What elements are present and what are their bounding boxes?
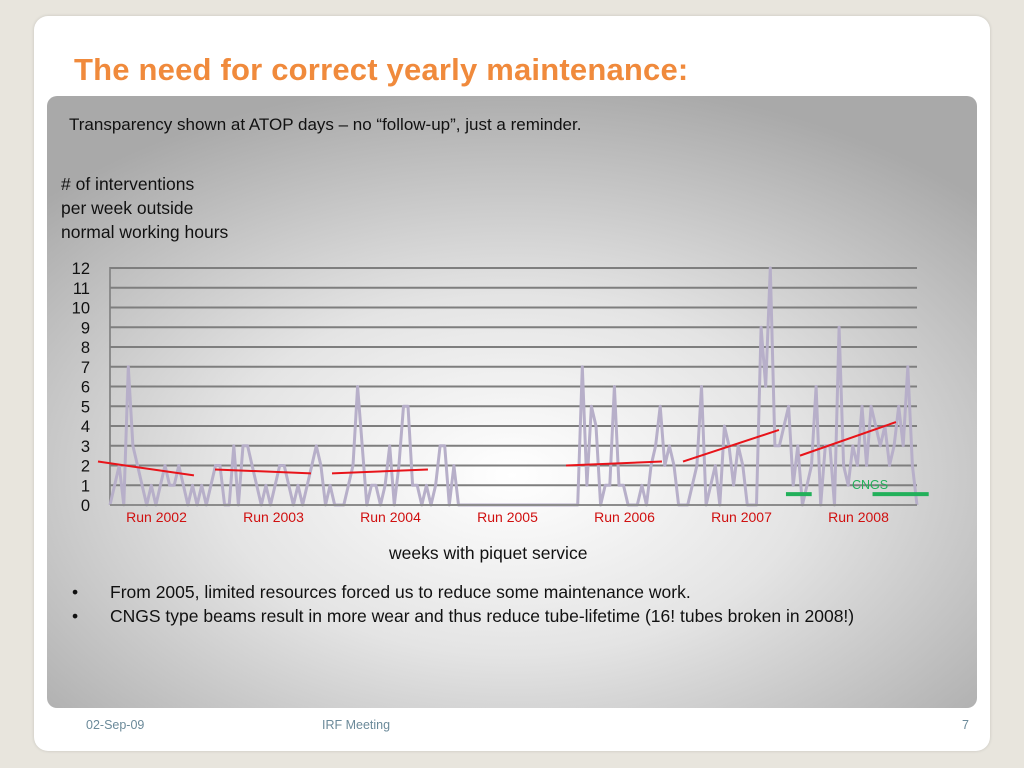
y-tick-label: 2 xyxy=(81,458,90,476)
trend-line xyxy=(97,460,195,477)
y-tick-label: 1 xyxy=(81,477,90,495)
x-tick-label-run: Run 2007 xyxy=(711,509,772,525)
x-tick-label-run: Run 2004 xyxy=(360,509,421,525)
trend-line xyxy=(331,468,428,475)
y-tick-label: 12 xyxy=(72,260,90,278)
footer-page-number: 7 xyxy=(962,718,969,732)
y-tick-label: 10 xyxy=(72,300,90,318)
bullet-dot: • xyxy=(72,605,79,626)
subtitle: Transparency shown at ATOP days – no “fo… xyxy=(69,115,582,134)
bullet-text: From 2005, limited resources forced us t… xyxy=(110,582,691,602)
y-tick-label: 8 xyxy=(81,339,90,357)
y-tick-label: 7 xyxy=(81,359,90,377)
bullet-item: • CNGS type beams result in more wear and… xyxy=(70,605,930,629)
y-tick-label: 0 xyxy=(81,497,90,515)
x-tick-label-run: Run 2003 xyxy=(243,509,304,525)
y-axis-label-line-1: # of interventions xyxy=(61,174,195,194)
y-tick-label: 4 xyxy=(81,418,90,436)
page-title: The need for correct yearly maintenance: xyxy=(74,52,689,87)
bullet-item: • From 2005, limited resources forced us … xyxy=(70,581,930,605)
y-axis-label: # of interventions per week outside norm… xyxy=(61,172,228,244)
y-axis-label-line-3: normal working hours xyxy=(61,222,229,242)
cngs-annotation: CNGS xyxy=(852,478,888,492)
x-axis-label: weeks with piquet service xyxy=(389,543,588,563)
trend-line xyxy=(682,429,780,463)
y-tick-label: 6 xyxy=(81,379,90,397)
trend-line xyxy=(565,460,662,467)
trend-line xyxy=(799,421,897,457)
y-axis-label-line-2: per week outside xyxy=(61,198,194,218)
content-panel xyxy=(47,96,977,708)
bullet-dot: • xyxy=(72,582,79,602)
y-tick-label: 9 xyxy=(81,319,90,337)
bullet-list: • From 2005, limited resources forced us … xyxy=(70,581,930,628)
y-tick-label: 5 xyxy=(81,398,90,416)
bullet-text: CNGS type beams result in more wear and … xyxy=(110,605,855,626)
x-tick-label-run: Run 2006 xyxy=(594,509,655,525)
x-tick-label-run: Run 2008 xyxy=(828,509,889,525)
trend-line xyxy=(214,468,311,475)
y-tick-label: 11 xyxy=(73,280,90,298)
footer-date: 02-Sep-09 xyxy=(86,718,145,732)
y-tick-label: 3 xyxy=(81,438,90,456)
footer-meeting: IRF Meeting xyxy=(322,718,391,732)
x-tick-label-run: Run 2005 xyxy=(477,509,538,525)
x-tick-label-run: Run 2002 xyxy=(126,509,187,525)
